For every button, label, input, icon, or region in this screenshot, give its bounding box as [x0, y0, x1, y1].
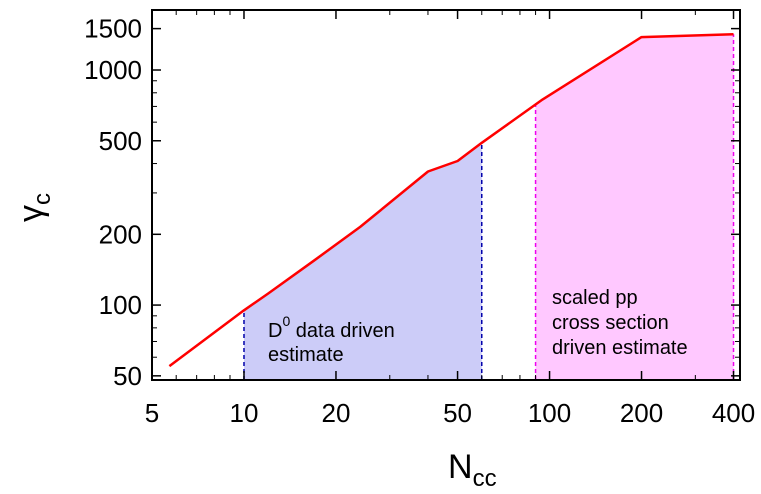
region-label-data-driven-line2: estimate — [268, 344, 344, 366]
y-tick-label: 100 — [99, 290, 142, 320]
y-axis-label: γc — [12, 193, 56, 222]
x-tick-label: 50 — [443, 398, 472, 428]
series-layer — [168, 32, 734, 368]
region-label-pp-line1: scaled pp — [552, 287, 638, 309]
x-tick-label: 5 — [145, 398, 159, 428]
plot-frame — [151, 9, 741, 381]
x-tick-label: 100 — [528, 398, 571, 428]
x-axis-label: Ncc — [448, 448, 497, 492]
x-tick-label: 10 — [230, 398, 259, 428]
series-line — [168, 32, 734, 368]
x-tick-label: 200 — [620, 398, 663, 428]
shaded-regions — [243, 34, 735, 380]
region-label-pp-line2: cross section — [552, 312, 669, 334]
axis-ticks: 5 10 20 50 100 200 400 50 100 200 500 1000 1500 — [84, 10, 755, 428]
y-tick-label: 1500 — [84, 14, 142, 44]
region-label-pp-line3: driven estimate — [552, 337, 688, 359]
y-tick-label: 500 — [99, 126, 142, 156]
y-tick-label: 200 — [99, 219, 142, 249]
y-tick-label: 1000 — [84, 55, 142, 85]
pp-driven-region — [535, 34, 734, 380]
region-label-data-driven-line1: D0 data driven — [268, 313, 395, 342]
x-tick-label: 400 — [712, 398, 755, 428]
y-tick-label: 50 — [113, 361, 142, 391]
data-driven-region — [244, 142, 482, 380]
x-tick-label: 20 — [322, 398, 351, 428]
